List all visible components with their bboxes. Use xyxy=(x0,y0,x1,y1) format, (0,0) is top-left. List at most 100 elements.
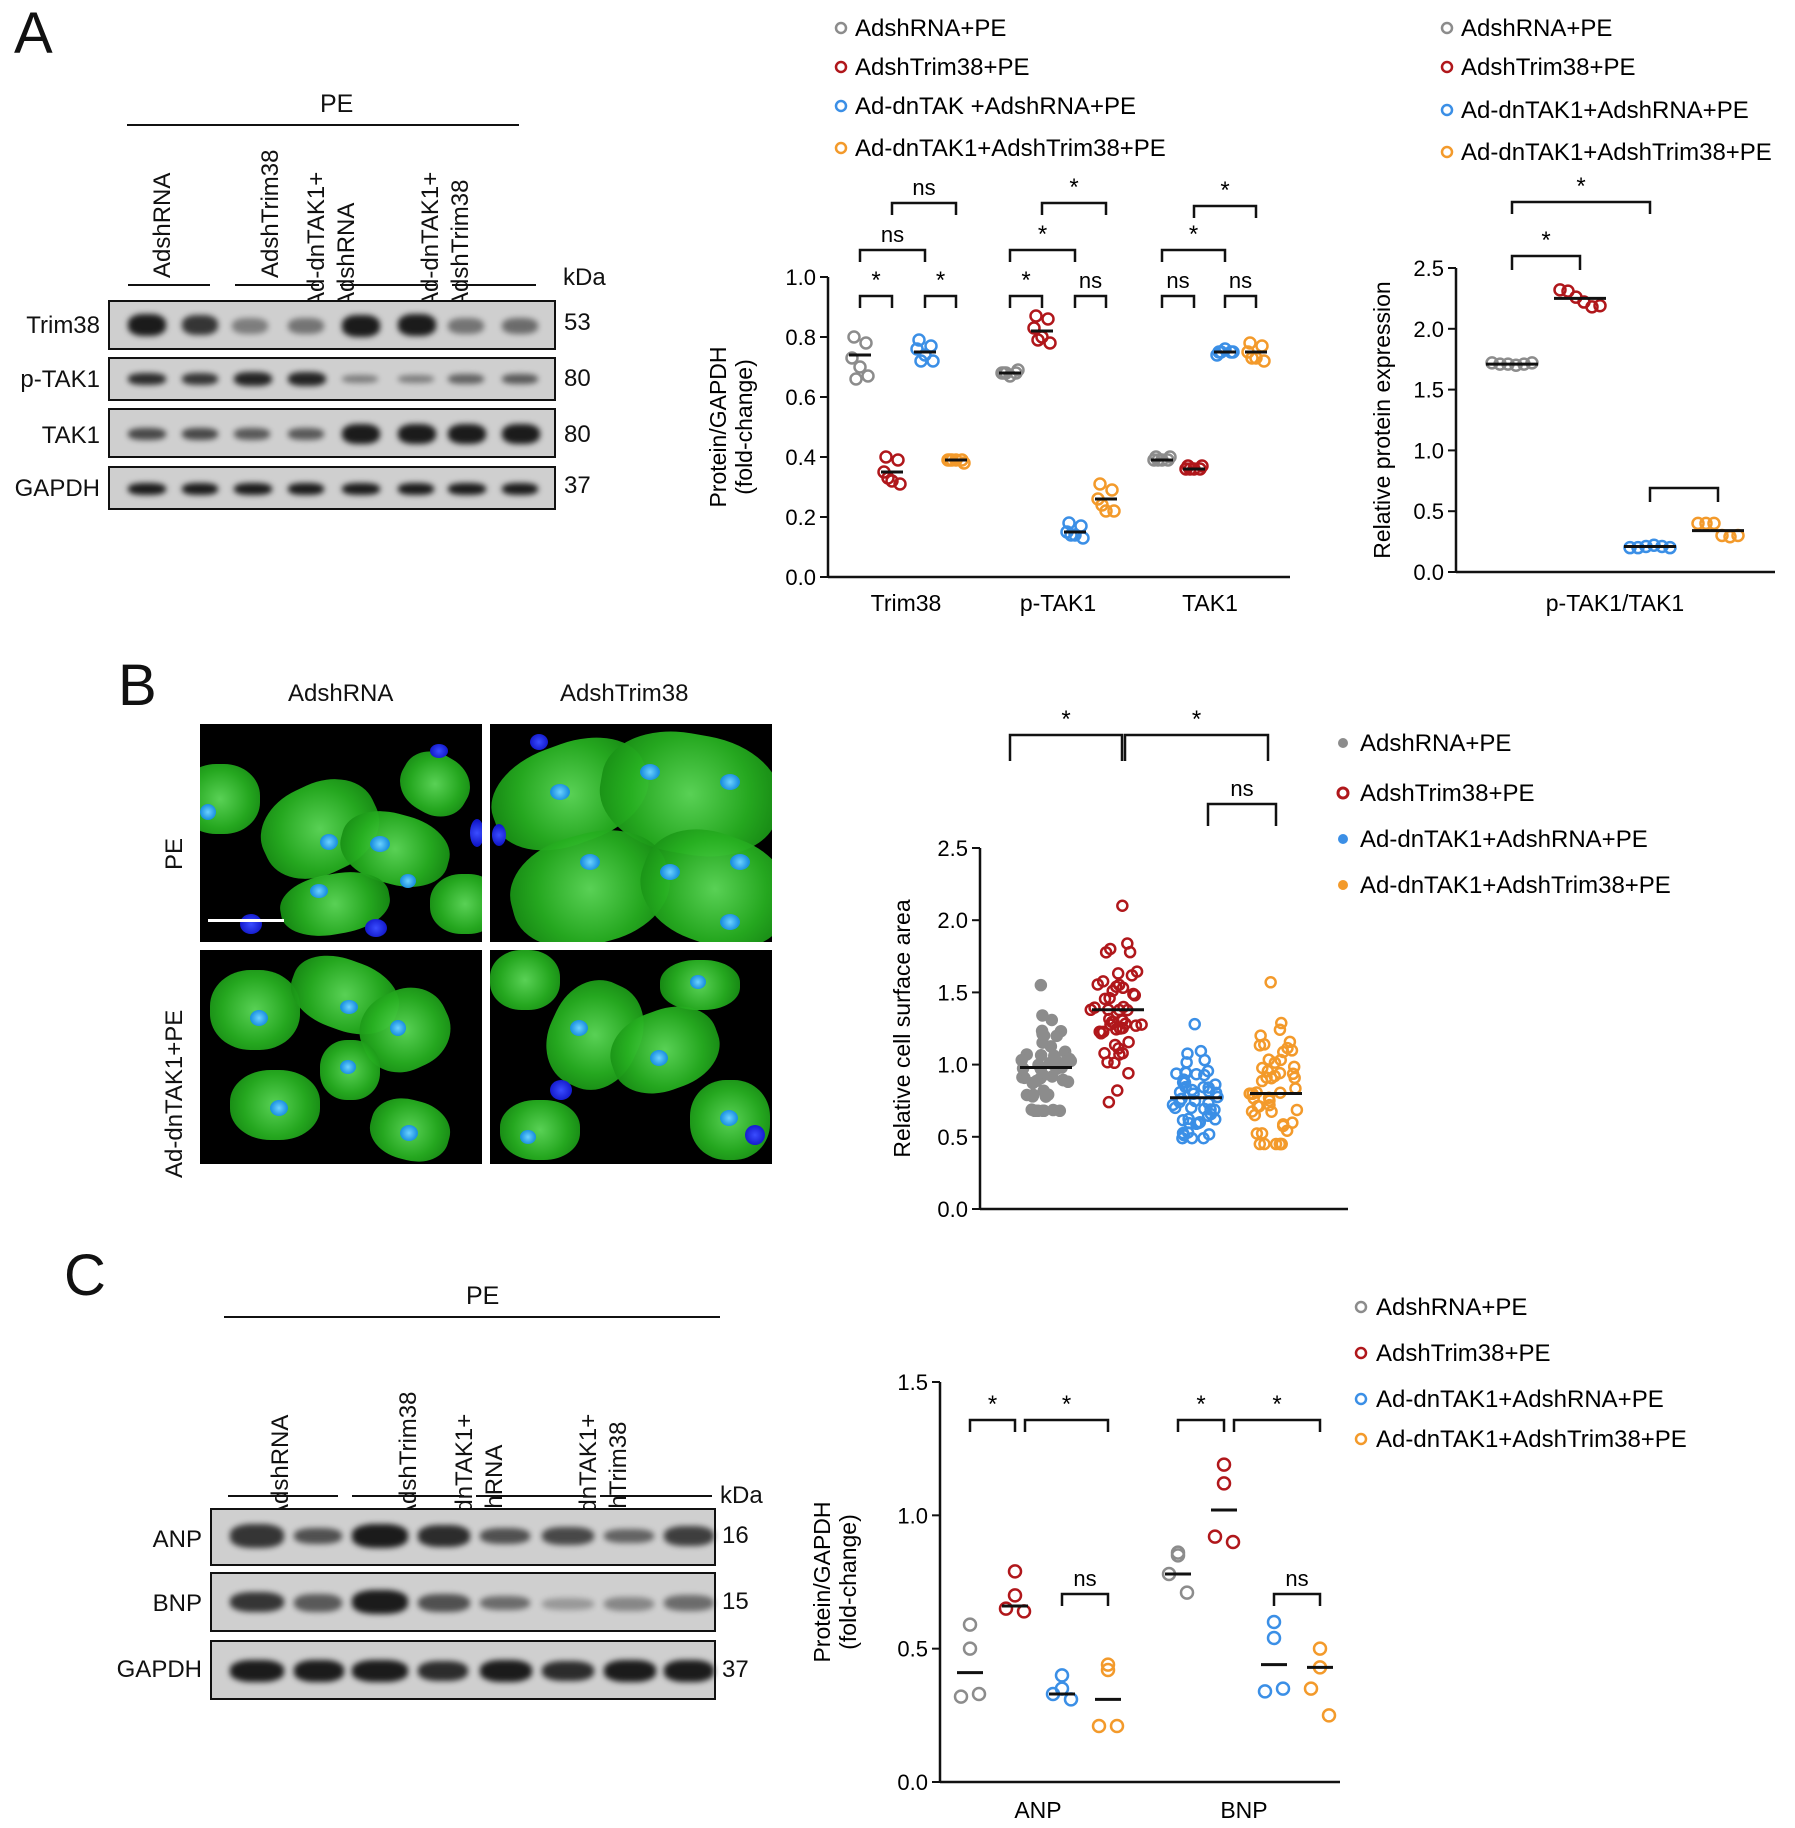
legend-marker xyxy=(1440,21,1454,35)
blot-strip-gapdh-c xyxy=(210,1640,716,1700)
y-tick-label: 0.6 xyxy=(785,385,816,410)
legend-label: AdshTrim38+PE xyxy=(1376,1340,1551,1367)
x-axis-label: p-TAK1/TAK1 xyxy=(1546,590,1684,616)
panel-letter-c: C xyxy=(64,1243,106,1308)
blot-c-kda-value: 15 xyxy=(722,1588,749,1615)
legend-b: AdshRNA+PE AdshTrim38+PE Ad-dnTAK1+AdshR… xyxy=(1336,730,1671,899)
y-tick-label: 2.0 xyxy=(1413,317,1444,342)
data-point xyxy=(1178,1076,1192,1089)
data-point xyxy=(1225,1534,1241,1550)
blot-c-header-line xyxy=(224,1316,720,1318)
significance-bracket xyxy=(1008,733,1124,761)
legend-marker xyxy=(834,60,848,74)
significance-label: * xyxy=(1038,221,1047,248)
y-tick-label: 2.5 xyxy=(937,836,968,861)
data-point xyxy=(1181,1047,1194,1060)
lane-underline xyxy=(452,284,536,286)
legend-marker xyxy=(834,21,848,35)
data-point xyxy=(1707,516,1721,531)
micrograph-row-label: Ad-dnTAK1+PE xyxy=(161,1009,188,1178)
legend-label: Ad-dnTAK1+AdshRNA+PE xyxy=(1461,97,1749,124)
blot-c-kda-value: 37 xyxy=(722,1656,749,1683)
data-point xyxy=(1265,1105,1278,1118)
data-point xyxy=(1179,1585,1195,1600)
data-point xyxy=(1207,1529,1223,1544)
data-point xyxy=(1273,1137,1287,1151)
data-point xyxy=(914,354,928,368)
lane-underline xyxy=(228,1495,338,1497)
y-tick-label: 0.0 xyxy=(937,1197,968,1222)
x-tick-label: Trim38 xyxy=(871,590,942,616)
data-point xyxy=(1121,937,1134,950)
blot-c-row-label: BNP xyxy=(152,1590,202,1617)
data-point xyxy=(845,351,859,365)
legend-label: AdshTrim38+PE xyxy=(1360,780,1535,807)
data-point xyxy=(998,1601,1014,1616)
data-point xyxy=(1063,1052,1076,1066)
data-point xyxy=(1585,300,1599,314)
data-point xyxy=(1163,450,1177,464)
data-point xyxy=(1197,1131,1210,1145)
data-point xyxy=(1255,1074,1269,1088)
data-point xyxy=(847,330,861,344)
data-point xyxy=(1553,283,1567,297)
lane-underline xyxy=(352,1495,464,1497)
significance-label: ns xyxy=(1079,268,1102,293)
significance-label: * xyxy=(1062,1391,1071,1418)
lane-underline xyxy=(600,1495,712,1497)
legend-marker xyxy=(834,141,848,155)
significance-bracket xyxy=(1060,1592,1110,1606)
significance-label: ns xyxy=(1073,1566,1096,1591)
data-point xyxy=(1103,991,1116,1005)
data-point xyxy=(1170,1067,1183,1080)
blot-c-row-label: GAPDH xyxy=(116,1656,202,1683)
data-point xyxy=(1257,1038,1271,1051)
chart-a2: AdshRNA+PE AdshTrim38+PE Ad-dnTAK1+AdshR… xyxy=(1369,15,1775,616)
x-tick-label: p-TAK1 xyxy=(1020,590,1096,616)
data-point xyxy=(912,333,926,347)
legend-a1: AdshRNA+PE AdshTrim38+PE Ad-dnTAK +AdshR… xyxy=(834,15,1166,162)
data-point xyxy=(1699,516,1713,531)
significance-bracket xyxy=(1510,200,1652,214)
blot-strip-trim38 xyxy=(108,300,556,350)
blot-a-lane-label: Ad-dnTAK1+ AdshRNA xyxy=(303,171,360,308)
legend-marker xyxy=(1354,1392,1368,1406)
data-point xyxy=(861,369,875,383)
data-point xyxy=(1257,1684,1273,1699)
data-point xyxy=(859,336,873,350)
data-point xyxy=(1188,1017,1201,1031)
data-point xyxy=(1243,336,1257,350)
y-tick-label: 1.5 xyxy=(937,980,968,1005)
data-point xyxy=(1303,1681,1319,1696)
significance-bracket xyxy=(1223,294,1258,308)
blot-a-kda-value: 80 xyxy=(564,421,591,448)
data-point xyxy=(891,453,905,467)
data-point xyxy=(1093,477,1107,491)
legend-label: AdshRNA+PE xyxy=(1461,15,1612,42)
data-point xyxy=(1170,1545,1186,1560)
data-point xyxy=(1166,1098,1180,1112)
data-point xyxy=(1188,1094,1202,1108)
significance-bracket xyxy=(1160,248,1227,262)
data-point xyxy=(1289,1082,1302,1095)
data-point xyxy=(1036,1027,1049,1041)
legend-marker xyxy=(1338,834,1348,844)
legend-c: AdshRNA+PE AdshTrim38+PE Ad-dnTAK1+AdshR… xyxy=(1354,1294,1687,1453)
significance-label: ns xyxy=(1166,268,1189,293)
legend-marker xyxy=(834,99,848,113)
significance-bracket xyxy=(1023,1418,1110,1432)
blot-a-row-label: GAPDH xyxy=(14,475,100,502)
data-point xyxy=(1030,1074,1044,1088)
blot-a-header-line xyxy=(127,124,519,126)
x-tick-label: BNP xyxy=(1220,1797,1267,1823)
legend-label: Ad-dnTAK +AdshRNA+PE xyxy=(855,93,1136,120)
blot-c-kda-label: kDa xyxy=(720,1482,763,1509)
data-point xyxy=(1029,309,1043,323)
data-point xyxy=(1116,899,1129,913)
legend-label: Ad-dnTAK1+AdshTrim38+PE xyxy=(855,135,1166,162)
micrograph-adshtrim38-pe xyxy=(490,724,772,942)
legend-label: AdshTrim38+PE xyxy=(1461,54,1636,81)
y-axis-label: Relative protein expression xyxy=(1369,281,1395,558)
significance-bracket xyxy=(858,294,894,308)
legend-marker xyxy=(1336,786,1350,800)
